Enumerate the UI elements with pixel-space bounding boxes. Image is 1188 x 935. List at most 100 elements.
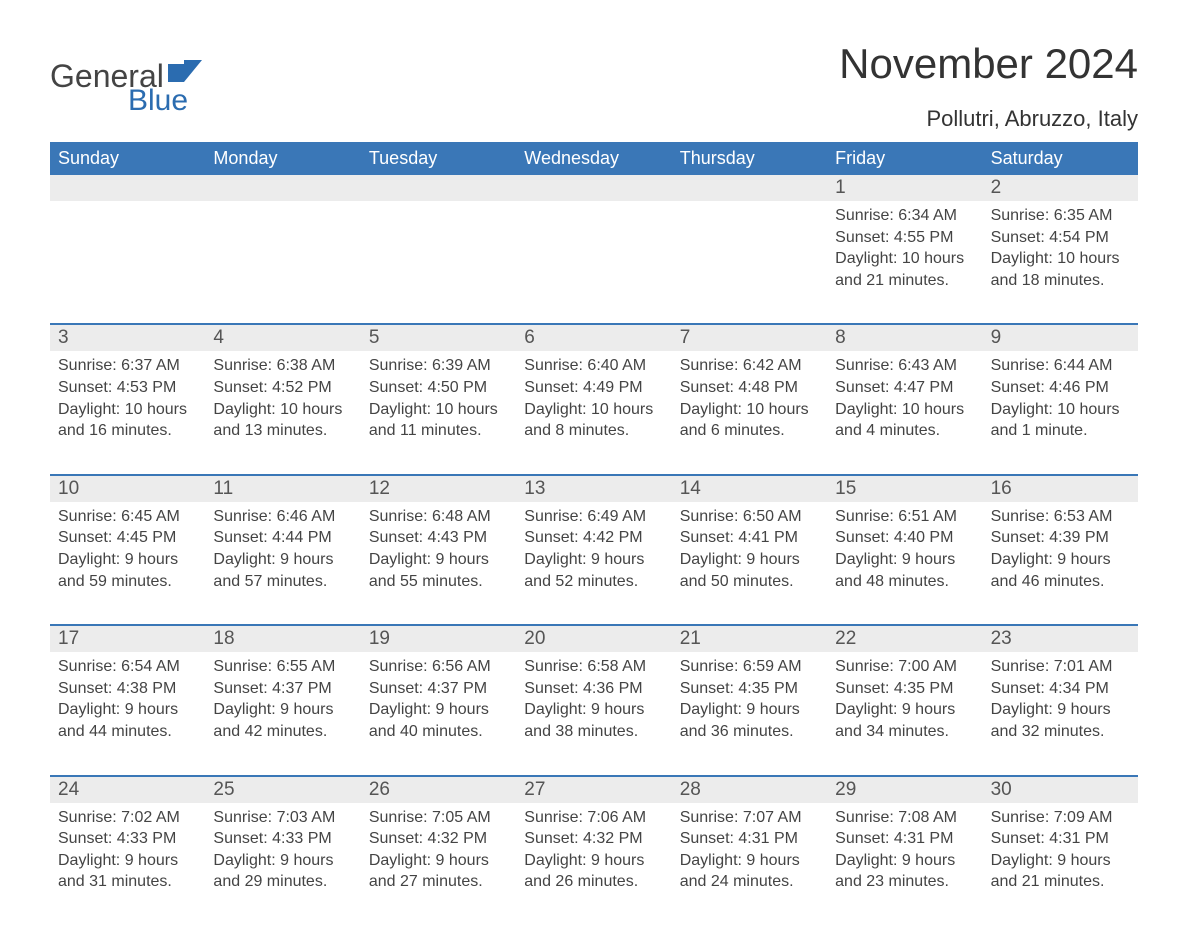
day1-text: Daylight: 9 hours: [680, 699, 819, 721]
day-number: 23: [983, 626, 1138, 652]
day-cell: Sunrise: 6:58 AMSunset: 4:36 PMDaylight:…: [516, 652, 671, 754]
sunrise-text: Sunrise: 6:49 AM: [524, 506, 663, 528]
title-block: November 2024 Pollutri, Abruzzo, Italy: [839, 40, 1138, 132]
day1-text: Daylight: 9 hours: [369, 850, 508, 872]
day-number: 19: [361, 626, 516, 652]
weekday-header: Wednesday: [516, 142, 671, 175]
day2-text: and 34 minutes.: [835, 721, 974, 743]
sunset-text: Sunset: 4:54 PM: [991, 227, 1130, 249]
sunrise-text: Sunrise: 6:58 AM: [524, 656, 663, 678]
sunrise-text: Sunrise: 6:45 AM: [58, 506, 197, 528]
sunrise-text: Sunrise: 7:03 AM: [213, 807, 352, 829]
sunset-text: Sunset: 4:32 PM: [369, 828, 508, 850]
day1-text: Daylight: 10 hours: [213, 399, 352, 421]
sunset-text: Sunset: 4:46 PM: [991, 377, 1130, 399]
day-number: 25: [205, 777, 360, 803]
day1-text: Daylight: 10 hours: [524, 399, 663, 421]
day1-text: Daylight: 10 hours: [991, 248, 1130, 270]
day1-text: Daylight: 10 hours: [991, 399, 1130, 421]
day2-text: and 36 minutes.: [680, 721, 819, 743]
sunrise-text: Sunrise: 6:39 AM: [369, 355, 508, 377]
sunset-text: Sunset: 4:36 PM: [524, 678, 663, 700]
logo-word-blue: Blue: [128, 86, 202, 116]
day1-text: Daylight: 10 hours: [835, 399, 974, 421]
day1-text: Daylight: 10 hours: [58, 399, 197, 421]
day2-text: and 44 minutes.: [58, 721, 197, 743]
sunrise-text: Sunrise: 6:37 AM: [58, 355, 197, 377]
sunset-text: Sunset: 4:55 PM: [835, 227, 974, 249]
day-cell: Sunrise: 6:44 AMSunset: 4:46 PMDaylight:…: [983, 351, 1138, 453]
day-number: 15: [827, 476, 982, 502]
day-cell: Sunrise: 6:35 AMSunset: 4:54 PMDaylight:…: [983, 201, 1138, 303]
day-number: 13: [516, 476, 671, 502]
day2-text: and 59 minutes.: [58, 571, 197, 593]
day-cell: Sunrise: 6:46 AMSunset: 4:44 PMDaylight:…: [205, 502, 360, 604]
day-cell: Sunrise: 7:02 AMSunset: 4:33 PMDaylight:…: [50, 803, 205, 905]
weekday-header: Thursday: [672, 142, 827, 175]
weekday-header-row: Sunday Monday Tuesday Wednesday Thursday…: [50, 142, 1138, 175]
day-number-row: 17181920212223: [50, 626, 1138, 652]
day-cell: Sunrise: 6:55 AMSunset: 4:37 PMDaylight:…: [205, 652, 360, 754]
day-number: 21: [672, 626, 827, 652]
day1-text: Daylight: 9 hours: [369, 549, 508, 571]
day-number: 26: [361, 777, 516, 803]
day-number: 2: [983, 175, 1138, 201]
day-cell: Sunrise: 7:08 AMSunset: 4:31 PMDaylight:…: [827, 803, 982, 905]
day-cell: [361, 201, 516, 303]
day-number: 11: [205, 476, 360, 502]
day-number: 29: [827, 777, 982, 803]
day2-text: and 18 minutes.: [991, 270, 1130, 292]
location-label: Pollutri, Abruzzo, Italy: [839, 106, 1138, 132]
day1-text: Daylight: 9 hours: [58, 850, 197, 872]
day2-text: and 52 minutes.: [524, 571, 663, 593]
day-number: 24: [50, 777, 205, 803]
day-number-row: 3456789: [50, 325, 1138, 351]
day-cell: Sunrise: 6:51 AMSunset: 4:40 PMDaylight:…: [827, 502, 982, 604]
week-row: 12Sunrise: 6:34 AMSunset: 4:55 PMDayligh…: [50, 175, 1138, 303]
sunrise-text: Sunrise: 6:46 AM: [213, 506, 352, 528]
day1-text: Daylight: 9 hours: [213, 549, 352, 571]
day-cell: Sunrise: 6:48 AMSunset: 4:43 PMDaylight:…: [361, 502, 516, 604]
day1-text: Daylight: 9 hours: [58, 699, 197, 721]
day-number: [205, 175, 360, 201]
day2-text: and 26 minutes.: [524, 871, 663, 893]
sunrise-text: Sunrise: 6:38 AM: [213, 355, 352, 377]
day-number: [50, 175, 205, 201]
sunrise-text: Sunrise: 6:59 AM: [680, 656, 819, 678]
sunrise-text: Sunrise: 6:50 AM: [680, 506, 819, 528]
sunset-text: Sunset: 4:44 PM: [213, 527, 352, 549]
day-cell: Sunrise: 7:01 AMSunset: 4:34 PMDaylight:…: [983, 652, 1138, 754]
sunset-text: Sunset: 4:32 PM: [524, 828, 663, 850]
day1-text: Daylight: 10 hours: [680, 399, 819, 421]
day-number-row: 24252627282930: [50, 777, 1138, 803]
day-number: [516, 175, 671, 201]
sunset-text: Sunset: 4:42 PM: [524, 527, 663, 549]
day-number: 1: [827, 175, 982, 201]
day2-text: and 11 minutes.: [369, 420, 508, 442]
day2-text: and 16 minutes.: [58, 420, 197, 442]
sunset-text: Sunset: 4:47 PM: [835, 377, 974, 399]
sunrise-text: Sunrise: 7:05 AM: [369, 807, 508, 829]
day2-text: and 31 minutes.: [58, 871, 197, 893]
sunset-text: Sunset: 4:49 PM: [524, 377, 663, 399]
day-cell: Sunrise: 6:39 AMSunset: 4:50 PMDaylight:…: [361, 351, 516, 453]
day1-text: Daylight: 9 hours: [524, 699, 663, 721]
sunset-text: Sunset: 4:33 PM: [58, 828, 197, 850]
day-number: 28: [672, 777, 827, 803]
day1-text: Daylight: 9 hours: [680, 549, 819, 571]
sunset-text: Sunset: 4:31 PM: [680, 828, 819, 850]
day-cell: [50, 201, 205, 303]
day-number: 8: [827, 325, 982, 351]
day2-text: and 55 minutes.: [369, 571, 508, 593]
day1-text: Daylight: 9 hours: [991, 850, 1130, 872]
sunrise-text: Sunrise: 7:00 AM: [835, 656, 974, 678]
day1-text: Daylight: 9 hours: [835, 699, 974, 721]
day1-text: Daylight: 9 hours: [991, 549, 1130, 571]
day-number: [672, 175, 827, 201]
day1-text: Daylight: 10 hours: [369, 399, 508, 421]
day-cell: Sunrise: 7:05 AMSunset: 4:32 PMDaylight:…: [361, 803, 516, 905]
day-cell: Sunrise: 6:40 AMSunset: 4:49 PMDaylight:…: [516, 351, 671, 453]
day-number: 5: [361, 325, 516, 351]
sunrise-text: Sunrise: 7:07 AM: [680, 807, 819, 829]
day1-text: Daylight: 9 hours: [524, 850, 663, 872]
